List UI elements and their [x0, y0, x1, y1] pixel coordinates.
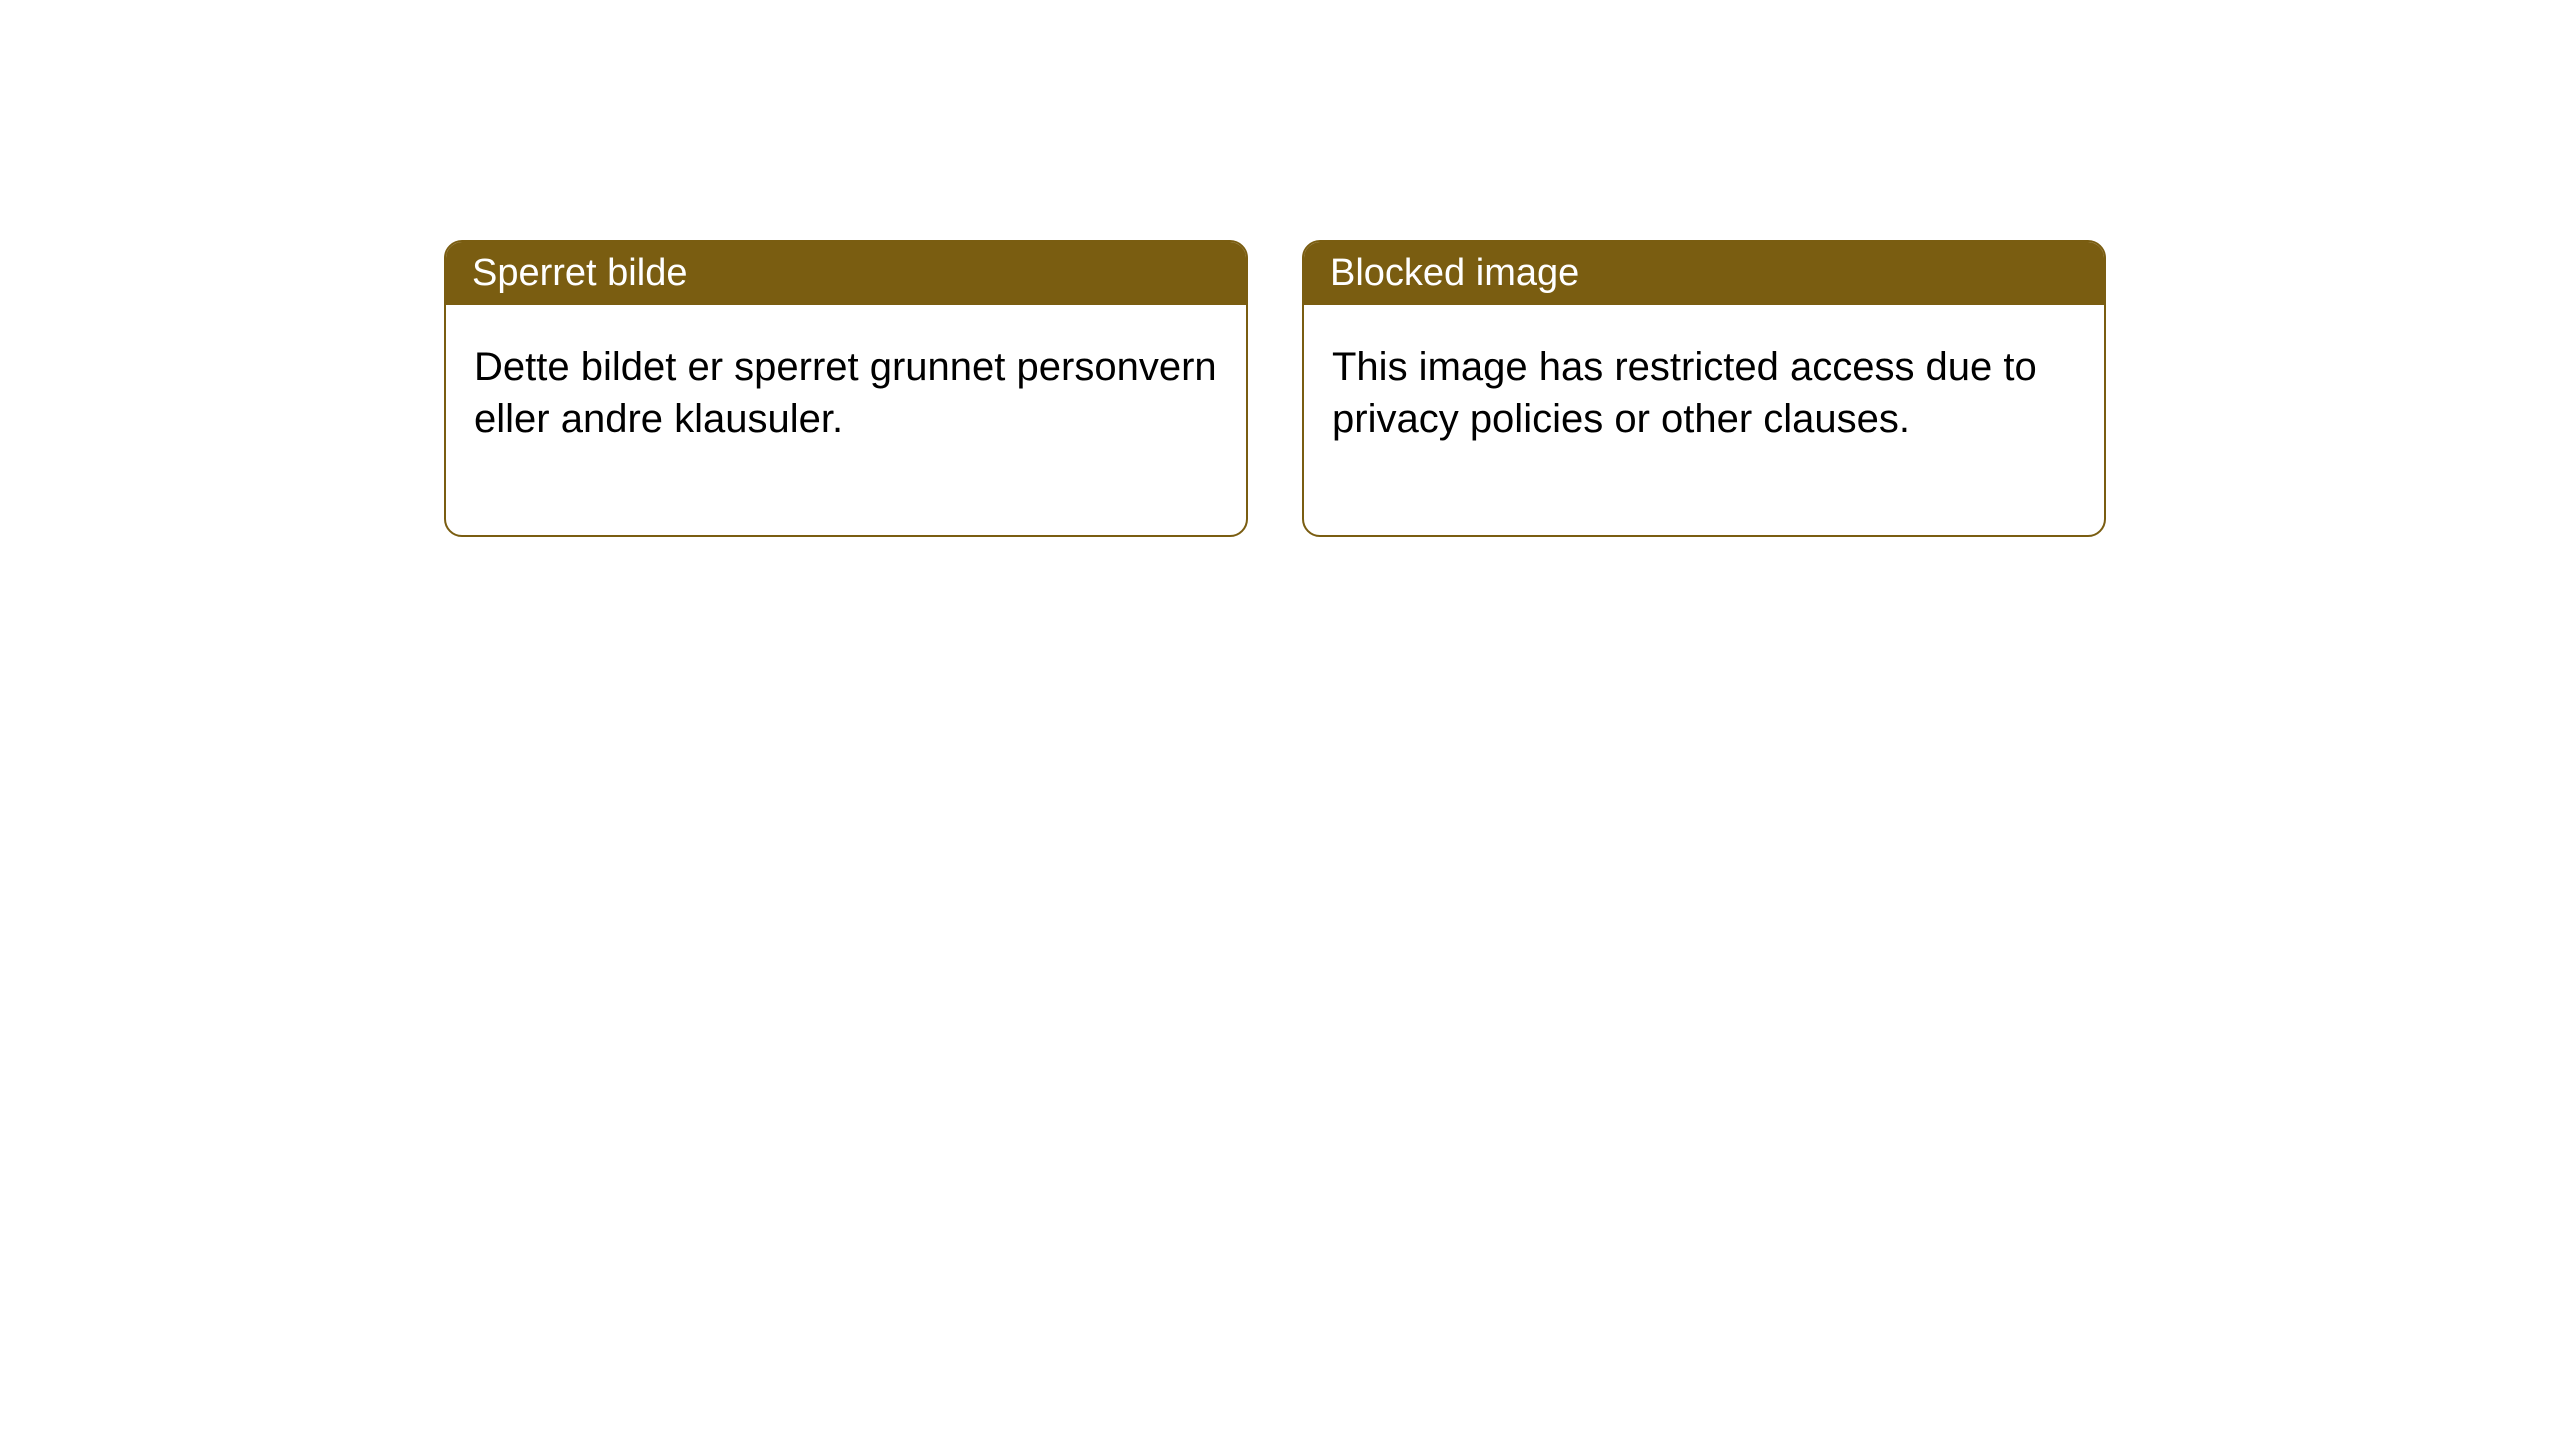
- card-title: Sperret bilde: [472, 252, 687, 294]
- card-body: This image has restricted access due to …: [1304, 305, 2104, 535]
- card-message: This image has restricted access due to …: [1332, 345, 2037, 441]
- card-header: Sperret bilde: [446, 242, 1246, 305]
- card-title: Blocked image: [1330, 252, 1579, 294]
- card-header: Blocked image: [1304, 242, 2104, 305]
- card-body: Dette bildet er sperret grunnet personve…: [446, 305, 1246, 535]
- blocked-image-card-en: Blocked image This image has restricted …: [1302, 240, 2106, 537]
- card-message: Dette bildet er sperret grunnet personve…: [474, 345, 1217, 441]
- blocked-image-card-no: Sperret bilde Dette bildet er sperret gr…: [444, 240, 1248, 537]
- card-container: Sperret bilde Dette bildet er sperret gr…: [0, 0, 2560, 537]
